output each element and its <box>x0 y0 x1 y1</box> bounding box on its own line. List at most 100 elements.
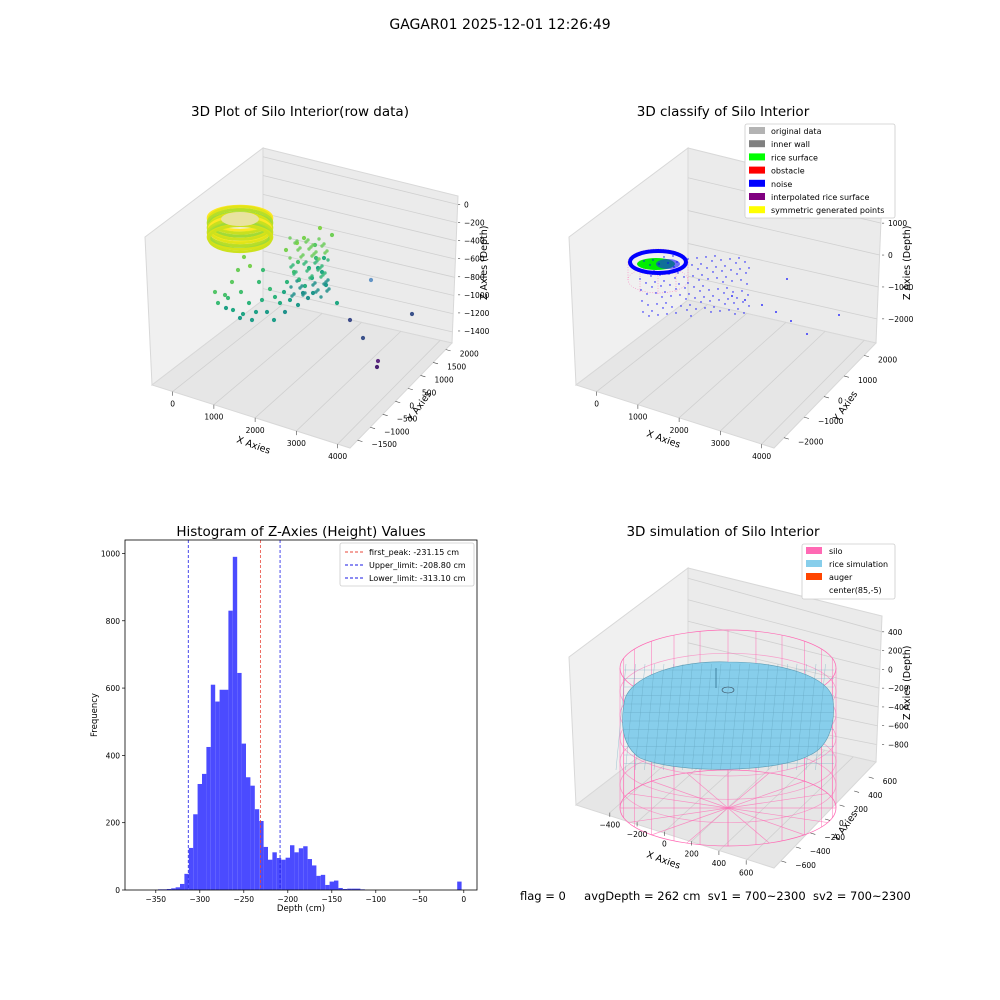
noise-point <box>646 293 648 295</box>
legend-label: rice surface <box>771 153 818 162</box>
grid-line <box>254 322 362 419</box>
noise-point <box>838 314 840 316</box>
legend-label: obstacle <box>771 167 805 176</box>
noise-point <box>748 305 750 307</box>
noise-point <box>745 272 747 274</box>
noise-point <box>680 305 682 307</box>
raw-data-point <box>307 267 311 271</box>
raw-data-point <box>222 292 228 298</box>
sim-y-tick-mark <box>810 832 816 835</box>
raw-data-point <box>322 242 326 246</box>
noise-point <box>666 313 668 315</box>
noise-point <box>705 256 707 258</box>
grid-line <box>687 642 880 689</box>
histogram-bar <box>250 785 255 890</box>
noise-point <box>685 298 687 300</box>
raw-y-tick-label: −1500 <box>372 440 398 449</box>
raw-z-tick-label: −600 <box>464 255 485 264</box>
noise-point <box>647 304 649 306</box>
raw-z-tick-label: −1400 <box>464 327 490 336</box>
classify-plot-z-ticks: 1000 0 −1000 −2000 <box>882 219 914 324</box>
grid-line <box>720 331 826 432</box>
raw-data-point <box>313 255 319 261</box>
simulation-plot-z-ticks: 400 200 0 −200 −400 −600 −800 <box>882 628 909 749</box>
grid-line <box>745 756 854 861</box>
noise-point <box>694 297 696 299</box>
histogram-bar <box>290 845 295 890</box>
noise-point <box>727 298 729 300</box>
histogram-bars <box>158 556 462 890</box>
raw-data-point <box>360 335 366 341</box>
histogram-y-ticks: 0 200 400 600 800 1000 <box>101 549 125 895</box>
legend-swatch <box>749 193 765 200</box>
raw-plot-y-ticks: −1500 −1000 −500 0 500 1000 1500 2000 <box>357 349 479 449</box>
raw-data-point <box>272 294 278 300</box>
raw-y-tick-label: 1000 <box>435 375 454 384</box>
sv2-value: sv2 = 700~2300 <box>812 889 911 903</box>
noise-point <box>675 312 677 314</box>
noise-point <box>687 258 689 260</box>
histogram-bar <box>237 672 242 890</box>
noise-point <box>740 279 742 281</box>
raw-x-tick-label: 2000 <box>246 426 265 435</box>
sim-x-tick-label: −400 <box>600 821 621 830</box>
histogram-bar <box>329 881 334 890</box>
raw-data-point <box>302 283 308 289</box>
rice-mesh-line <box>777 663 788 771</box>
raw-data-point <box>320 264 324 268</box>
raw-data-point <box>284 279 290 285</box>
simulation-plot-title: 3D simulation of Silo Interior <box>626 524 820 540</box>
raw-data-point <box>368 277 374 283</box>
grid-line <box>637 313 748 405</box>
histogram-frame <box>124 539 478 891</box>
noise-point <box>746 283 748 285</box>
noise-point <box>713 306 715 308</box>
y-tick-label: 400 <box>106 751 121 760</box>
histogram-bar <box>316 875 321 890</box>
raw-data-point <box>310 290 316 296</box>
x-tick-label: −300 <box>189 895 210 904</box>
classify-y-tick-mark <box>823 396 829 399</box>
classify-y-tick-mark <box>783 437 789 440</box>
raw-y-tick-label: −1000 <box>384 427 410 436</box>
sv1-value: sv1 = 700~2300 <box>707 889 806 903</box>
noise-point <box>748 267 750 269</box>
raw-data-point <box>317 225 323 231</box>
rice-mesh-line <box>796 663 807 771</box>
sim-y-tick-label: −600 <box>795 861 816 870</box>
noise-point <box>732 291 734 293</box>
raw-data-point <box>326 278 330 282</box>
legend-label: silo <box>829 547 843 556</box>
sim-z-tick-label: −600 <box>888 722 909 731</box>
legend-swatch <box>806 560 822 567</box>
histogram-bar <box>219 689 224 890</box>
raw-y-tick-mark <box>433 362 439 365</box>
histogram-bar <box>294 852 299 890</box>
raw-data-point <box>253 309 259 315</box>
x-tick-label: −50 <box>412 895 428 904</box>
y-tick-label: 0 <box>115 886 120 895</box>
noise-point <box>676 261 678 263</box>
raw-x-tick-label: 1000 <box>204 413 223 422</box>
raw-data-point <box>300 284 304 288</box>
grid-line <box>687 577 882 633</box>
noise-point <box>668 273 670 275</box>
raw-data-point <box>282 309 288 315</box>
raw-data-points <box>212 225 415 370</box>
noise-point <box>670 295 672 297</box>
legend-label: interpolated rice surface <box>771 193 869 202</box>
raw-data-point <box>281 289 287 295</box>
raw-data-point <box>329 232 335 238</box>
noise-point <box>674 277 676 279</box>
raw-data-point <box>292 292 296 296</box>
grid-line <box>596 304 708 392</box>
silo-bottom-spoke <box>628 793 729 809</box>
raw-z-tick-label: −200 <box>464 219 485 228</box>
raw-plot-title: 3D Plot of Silo Interior(row data) <box>191 104 409 120</box>
classify-plot-x-ticks: 0 1000 2000 3000 4000 <box>594 391 771 461</box>
noise-point <box>743 312 745 314</box>
noise-point <box>724 303 726 305</box>
legend-label: auger <box>829 573 853 582</box>
raw-y-tick-mark <box>445 349 451 352</box>
raw-data-point <box>249 317 255 323</box>
